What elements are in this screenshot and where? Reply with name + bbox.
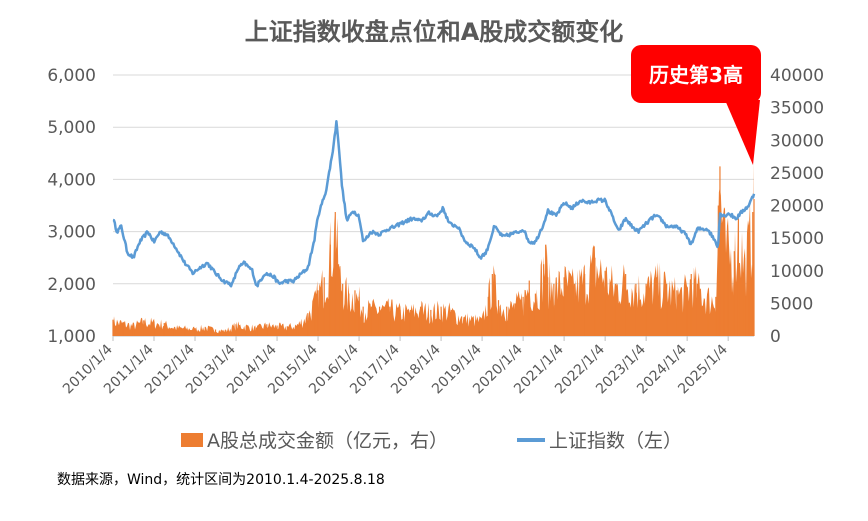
volume-series [113, 160, 754, 336]
y-right-tick-label: 0 [770, 327, 781, 347]
y-right-tick-label: 10000 [770, 262, 824, 282]
index-line [113, 121, 754, 286]
y-right-tick-label: 20000 [770, 197, 824, 217]
callout-pointer [725, 100, 760, 165]
y-left-tick-label: 6,000 [47, 66, 96, 86]
legend-label-volume: A股总成交金额（亿元，右） [207, 430, 448, 452]
y-axis-left: 1,000 2,000 3,000 4,000 5,000 6,000 [47, 66, 96, 347]
legend-swatch-volume [181, 433, 203, 447]
index-series [113, 121, 754, 286]
y-left-tick-label: 1,000 [47, 327, 96, 347]
x-axis: 2010/1/42011/1/42012/1/42013/1/42014/1/4… [60, 336, 731, 397]
y-right-tick-label: 35000 [770, 99, 824, 119]
legend: A股总成交金额（亿元，右） 上证指数（左） [181, 430, 682, 452]
chart-title: 上证指数收盘点位和A股成交额变化 [245, 18, 624, 46]
y-right-tick-label: 25000 [770, 164, 824, 184]
y-left-tick-label: 4,000 [47, 170, 96, 190]
y-left-tick-label: 2,000 [47, 275, 96, 295]
y-right-tick-label: 40000 [770, 66, 824, 86]
callout-annotation: 历史第3高 [631, 45, 761, 165]
y-axis-right: 0 5000 10000 15000 20000 25000 30000 35000 40000 [770, 66, 824, 347]
source-note: 数据来源，Wind，统计区间为2010.1.4-2025.8.18 [57, 472, 385, 488]
y-left-tick-label: 3,000 [47, 223, 96, 243]
y-right-tick-label: 15000 [770, 229, 824, 249]
y-right-tick-label: 5000 [770, 294, 813, 314]
legend-label-index: 上证指数（左） [549, 430, 682, 452]
volume-area [113, 160, 754, 336]
callout-label: 历史第3高 [649, 63, 743, 87]
y-left-tick-label: 5,000 [47, 118, 96, 138]
y-right-tick-label: 30000 [770, 131, 824, 151]
